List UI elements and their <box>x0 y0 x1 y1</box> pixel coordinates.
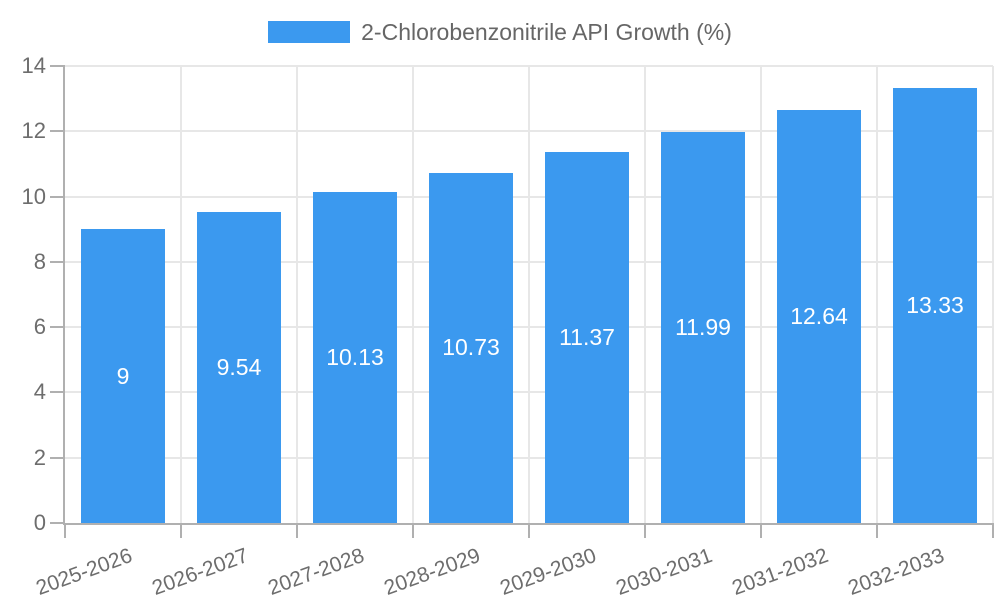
bar[interactable]: 11.37 <box>545 151 629 523</box>
x-tick-label: 2031-2032 <box>728 544 831 600</box>
plot-area: 9 9.54 10.13 10.73 11.37 11.99 12.64 13.33 <box>63 65 994 525</box>
y-tick-label: 8 <box>33 248 46 274</box>
x-tick-label: 2026-2027 <box>148 544 251 600</box>
x-gridline <box>180 66 182 523</box>
bar[interactable]: 9 <box>81 229 165 523</box>
x-tick-label: 2030-2031 <box>612 544 715 600</box>
bar-value-label: 10.13 <box>326 344 384 371</box>
y-tick-label: 12 <box>21 118 46 144</box>
x-axis-tick <box>876 523 878 538</box>
bar-value-label: 9 <box>116 362 130 389</box>
x-tick-label: 2029-2030 <box>496 544 599 600</box>
y-tick-label: 2 <box>33 444 46 470</box>
bar-value-label: 11.37 <box>559 323 615 350</box>
x-axis-tick <box>528 523 530 538</box>
x-axis-tick <box>412 523 414 538</box>
x-tick-label: 2028-2029 <box>380 544 483 600</box>
bar[interactable]: 10.73 <box>429 172 513 523</box>
bar[interactable]: 9.54 <box>197 211 281 523</box>
bar[interactable]: 11.99 <box>661 131 745 523</box>
y-axis-tick <box>50 522 65 524</box>
x-gridline <box>876 66 878 523</box>
x-axis-tick <box>760 523 762 538</box>
x-gridline <box>760 66 762 523</box>
y-tick-label: 14 <box>21 53 46 78</box>
x-axis-tick <box>644 523 646 538</box>
x-axis-tick <box>296 523 298 538</box>
y-axis-tick <box>50 130 65 133</box>
legend[interactable]: 2-Chlorobenzonitrile API Growth (%) <box>0 19 1000 45</box>
y-axis-tick <box>50 260 65 263</box>
bar-value-label: 12.64 <box>790 303 848 330</box>
bar[interactable]: 13.33 <box>893 87 977 523</box>
bar-value-label: 13.33 <box>906 291 964 318</box>
legend-label: 2-Chlorobenzonitrile API Growth (%) <box>361 19 732 45</box>
x-axis-tick <box>180 523 182 538</box>
bar[interactable]: 10.13 <box>313 192 397 523</box>
x-gridline <box>992 66 994 523</box>
y-axis-tick <box>50 65 65 67</box>
x-gridline <box>296 66 298 523</box>
y-axis-tick <box>50 195 65 198</box>
y-axis-tick <box>50 456 65 459</box>
legend-swatch-icon <box>268 21 351 43</box>
y-tick-label: 6 <box>33 314 46 340</box>
y-axis-tick <box>50 391 65 394</box>
x-axis-tick <box>992 523 994 538</box>
bar-value-label: 9.54 <box>216 353 262 380</box>
x-gridline <box>644 66 646 523</box>
x-gridline <box>412 66 414 523</box>
x-gridline <box>528 66 530 523</box>
bar-value-label: 10.73 <box>442 334 500 361</box>
x-tick-label: 2032-2033 <box>844 544 947 600</box>
y-tick-label: 10 <box>21 183 46 209</box>
bar[interactable]: 12.64 <box>777 110 861 523</box>
x-tick-label: 2027-2028 <box>264 544 367 600</box>
x-tick-label: 2025-2026 <box>32 544 135 600</box>
y-axis-tick <box>50 326 65 329</box>
y-tick-label: 0 <box>33 510 46 535</box>
y-tick-label: 4 <box>33 379 46 405</box>
bar-value-label: 11.99 <box>675 313 731 340</box>
x-axis-tick <box>64 523 66 538</box>
